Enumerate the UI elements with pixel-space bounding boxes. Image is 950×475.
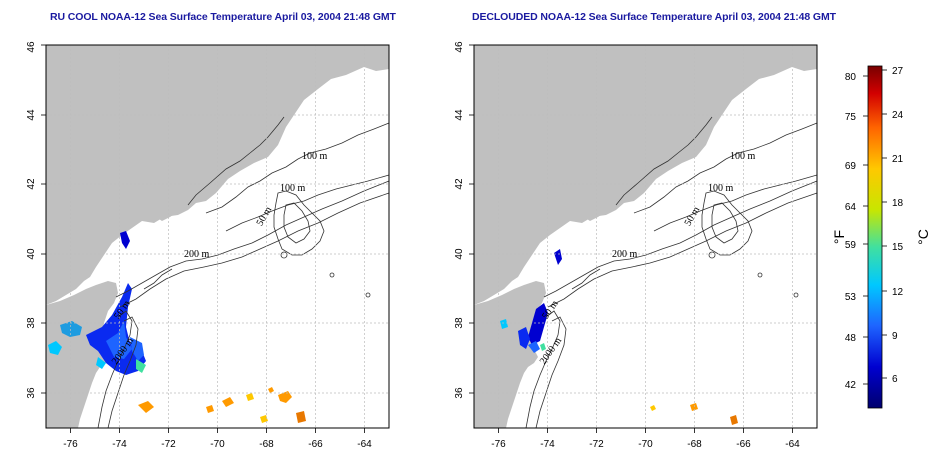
lat-tick-label: 40 bbox=[26, 248, 37, 260]
grid-left bbox=[46, 45, 389, 428]
panel-title-right: DECLOUDED NOAA-12 Sea Surface Temperatur… bbox=[472, 11, 836, 23]
warm-pixels-right bbox=[650, 403, 738, 425]
panel-title-left: RU COOL NOAA-12 Sea Surface Temperature … bbox=[50, 11, 396, 23]
colorbar-f-label: 42 bbox=[845, 380, 857, 391]
colorbar-unit-fahrenheit: °F bbox=[831, 230, 847, 244]
colorbar-f-label: 53 bbox=[845, 292, 857, 303]
contour-label-100m-a: 100 m bbox=[730, 151, 756, 162]
lat-tick-label: 44 bbox=[26, 109, 37, 121]
colorbar-c-label: 12 bbox=[892, 287, 904, 298]
lat-tick-label: 46 bbox=[454, 41, 465, 53]
y-ticks-left bbox=[41, 44, 46, 394]
grid-right bbox=[474, 45, 817, 428]
colorbar-unit-celsius: °C bbox=[915, 229, 931, 245]
lat-tick-label: 38 bbox=[454, 317, 465, 329]
warm-pixels-left bbox=[138, 387, 306, 423]
lat-tick-label: 46 bbox=[26, 41, 37, 53]
lon-tick-label: -70 bbox=[638, 439, 653, 450]
contour-label-100m-b: 100 m bbox=[708, 183, 734, 194]
lon-tick-label: -72 bbox=[589, 439, 604, 450]
colorbar-c-label: 18 bbox=[892, 198, 904, 209]
colorbar-gradient bbox=[867, 65, 883, 409]
lat-tick-label: 36 bbox=[26, 387, 37, 399]
sst-pixels-left bbox=[48, 231, 146, 375]
x-ticks-left bbox=[70, 428, 365, 433]
lon-tick-label: -68 bbox=[259, 439, 274, 450]
colorbar-f-label: 64 bbox=[845, 202, 857, 213]
colorbar-c-label: 24 bbox=[892, 110, 904, 121]
colorbar-f-label: 48 bbox=[845, 333, 857, 344]
lon-tick-label: -66 bbox=[736, 439, 751, 450]
x-ticks-right bbox=[498, 428, 793, 433]
colorbar-c-label: 21 bbox=[892, 154, 904, 165]
colorbar-c-label: 9 bbox=[892, 331, 898, 342]
lon-tick-label: -64 bbox=[785, 439, 800, 450]
sst-pixels-right bbox=[500, 249, 562, 353]
lon-tick-label: -70 bbox=[210, 439, 225, 450]
colorbar-f-label: 80 bbox=[845, 72, 857, 83]
lon-tick-label: -74 bbox=[112, 439, 127, 450]
lon-tick-label: -66 bbox=[308, 439, 323, 450]
lon-tick-label: -76 bbox=[491, 439, 506, 450]
lon-tick-label: -74 bbox=[540, 439, 555, 450]
contour-label-100m-b: 100 m bbox=[280, 183, 306, 194]
temperature-colorbar: 42 48 53 59 64 69 75 80 6 9 12 15 18 21 … bbox=[831, 65, 931, 409]
lat-tick-label: 40 bbox=[454, 248, 465, 260]
lat-tick-label: 42 bbox=[26, 178, 37, 190]
lon-tick-label: -76 bbox=[63, 439, 78, 450]
colorbar-f-label: 75 bbox=[845, 112, 857, 123]
y-ticks-right bbox=[469, 44, 474, 394]
map-panel-right: 100 m 100 m 50 m 200 m 50 m 2000 m -76 -… bbox=[454, 41, 818, 450]
lon-tick-label: -64 bbox=[357, 439, 372, 450]
lat-tick-label: 38 bbox=[26, 317, 37, 329]
lat-tick-label: 44 bbox=[454, 109, 465, 121]
lon-tick-label: -72 bbox=[161, 439, 176, 450]
lat-tick-label: 42 bbox=[454, 178, 465, 190]
colorbar-c-label: 15 bbox=[892, 242, 904, 253]
map-panel-left: 100 m 100 m 50 m 200 m 50 m 2000 m -76 -… bbox=[26, 41, 390, 450]
colorbar-c-label: 27 bbox=[892, 66, 904, 77]
contour-label-200m: 200 m bbox=[184, 249, 210, 260]
colorbar-f-label: 59 bbox=[845, 240, 857, 251]
colorbar-c-label: 6 bbox=[892, 374, 898, 385]
lat-tick-label: 36 bbox=[454, 387, 465, 399]
contour-label-100m-a: 100 m bbox=[302, 151, 328, 162]
lon-tick-label: -68 bbox=[687, 439, 702, 450]
contour-label-200m: 200 m bbox=[612, 249, 638, 260]
colorbar-f-label: 69 bbox=[845, 161, 857, 172]
